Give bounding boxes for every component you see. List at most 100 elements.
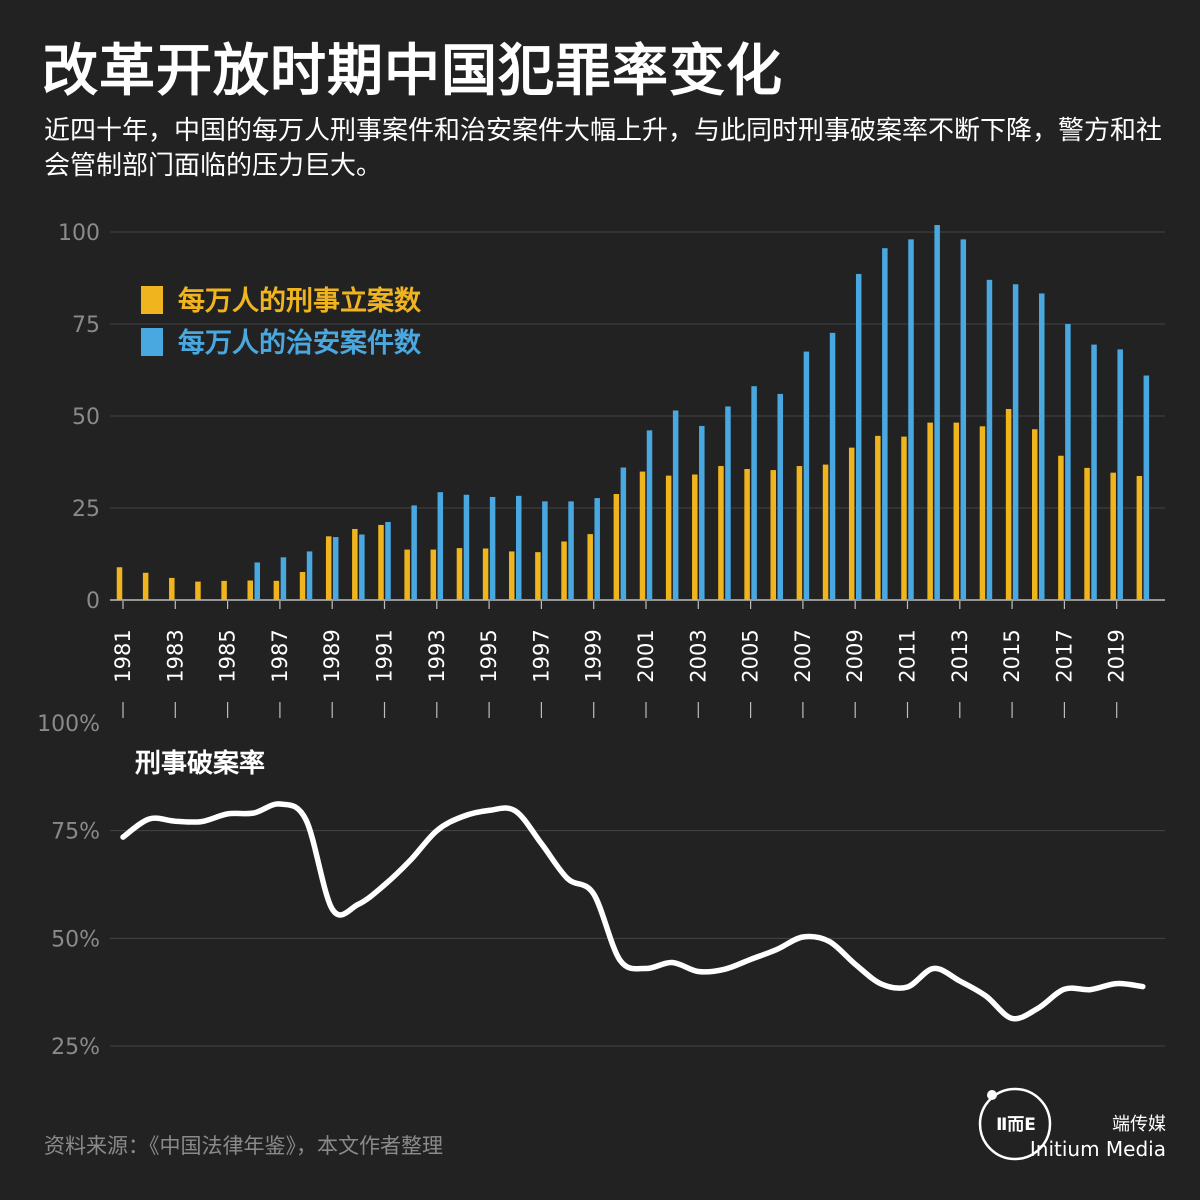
x-tick-label: 1981 xyxy=(111,629,135,682)
x-tick-label: 2005 xyxy=(739,629,763,682)
line-chart-title: 刑事破案率 xyxy=(135,748,265,779)
bar-criminal-2015 xyxy=(1005,409,1012,600)
page-subtitle: 近四十年，中国的每万人刑事案件和治安案件大幅上升，与此同时刑事破案率不断下降，警… xyxy=(44,116,1163,181)
x-tick-label: 1999 xyxy=(582,629,606,682)
bar-criminal-2004 xyxy=(718,466,724,600)
line-y-tick-label: 50% xyxy=(51,927,100,952)
x-tick-label: 1991 xyxy=(373,629,397,682)
x-tick-label: 1983 xyxy=(163,629,187,682)
bar-public-security-2019 xyxy=(1117,349,1123,600)
x-tick-label: 2019 xyxy=(1105,629,1129,682)
x-tick-label: 2011 xyxy=(896,629,920,682)
line-y-tick-label: 75% xyxy=(51,820,100,845)
bar-criminal-1997 xyxy=(535,552,541,600)
bar-chart-bars xyxy=(116,225,1150,601)
bar-public-security-2011 xyxy=(908,239,914,601)
bar-criminal-1992 xyxy=(404,549,410,600)
x-tick-label: 1987 xyxy=(268,629,292,682)
initium-logo-icon: Ⅱ而E xyxy=(978,1087,1052,1161)
bar-criminal-1989 xyxy=(325,536,332,600)
page-title: 改革开放时期中国犯罪率变化 xyxy=(42,39,783,104)
bar-public-security-2007 xyxy=(803,351,810,600)
bar-public-security-1995 xyxy=(489,496,496,600)
bar-criminal-2010 xyxy=(875,435,881,600)
bar-public-security-1993 xyxy=(437,492,444,600)
x-tick-label: 2001 xyxy=(634,629,658,682)
legend-label-public-security: 每万人的治安案件数 xyxy=(178,327,422,359)
bar-criminal-1984 xyxy=(195,581,201,600)
bar-criminal-2013 xyxy=(953,422,960,600)
x-axis-years: 1981 1983 1985 1987 1989 1991 1993 1995 1997 1999… xyxy=(111,601,1129,718)
legend-swatch-criminal xyxy=(141,286,163,314)
x-tick-label: 1995 xyxy=(477,629,501,682)
x-tick-label: 2009 xyxy=(843,629,867,682)
x-tick-label: 2007 xyxy=(791,629,815,682)
legend-swatch-public-security xyxy=(141,328,163,356)
bar-public-security-1991 xyxy=(385,521,391,600)
bar-criminal-1987 xyxy=(273,580,280,600)
bar-criminal-1994 xyxy=(456,548,463,600)
bar-criminal-1982 xyxy=(142,572,149,600)
bar-criminal-2003 xyxy=(692,474,698,600)
x-tick-label: 2003 xyxy=(686,629,710,682)
x-tick-label: 1989 xyxy=(320,629,344,682)
bar-criminal-2014 xyxy=(979,426,986,600)
x-tick-label: 1997 xyxy=(529,629,553,682)
initium-logo-mark: Ⅱ而E xyxy=(996,1115,1036,1135)
bar-criminal-2001 xyxy=(639,471,646,600)
bar-public-security-2010 xyxy=(882,248,888,600)
bar-public-security-1992 xyxy=(411,505,417,600)
bar-public-security-2002 xyxy=(672,410,679,600)
bar-public-security-2003 xyxy=(699,425,705,600)
bar-public-security-2020 xyxy=(1143,375,1150,600)
bar-criminal-1998 xyxy=(561,541,567,600)
bar-criminal-2017 xyxy=(1058,455,1064,600)
bar-public-security-2004 xyxy=(725,406,731,600)
bar-chart-legend: 每万人的刑事立案数 每万人的治安案件数 xyxy=(141,285,422,359)
bar-y-tick-label: 100 xyxy=(58,221,100,246)
bar-public-security-1997 xyxy=(542,501,548,600)
line-chart-grid xyxy=(110,830,1165,1047)
bar-criminal-1993 xyxy=(430,549,437,600)
bar-criminal-2000 xyxy=(613,494,620,600)
bar-y-tick-label: 75 xyxy=(72,313,100,338)
bar-criminal-2016 xyxy=(1032,429,1038,600)
bar-public-security-2014 xyxy=(986,279,993,600)
bar-public-security-2009 xyxy=(855,273,862,600)
bar-public-security-2001 xyxy=(646,430,653,600)
x-tick-label: 1985 xyxy=(216,629,240,682)
x-tick-label: 1993 xyxy=(425,629,449,682)
bar-public-security-1999 xyxy=(594,498,600,600)
bar-criminal-1981 xyxy=(116,567,123,600)
bar-public-security-2017 xyxy=(1065,324,1071,600)
bar-criminal-1991 xyxy=(378,524,384,600)
bar-public-security-2005 xyxy=(751,386,757,600)
bar-public-security-2006 xyxy=(777,393,783,600)
bar-criminal-2005 xyxy=(744,468,750,600)
bar-public-security-2008 xyxy=(829,332,836,600)
bar-public-security-2015 xyxy=(1012,284,1019,600)
bar-public-security-2013 xyxy=(960,239,967,601)
bar-public-security-1987 xyxy=(280,557,287,600)
line-y-tick-label: 25% xyxy=(51,1035,100,1060)
bar-criminal-1990 xyxy=(352,528,358,600)
bar-criminal-2019 xyxy=(1110,472,1116,600)
x-tick-label: 2013 xyxy=(948,629,972,682)
bar-public-security-1988 xyxy=(306,551,313,600)
x-tick-label: 2015 xyxy=(1000,629,1024,682)
bar-public-security-2016 xyxy=(1039,293,1045,600)
bar-criminal-1995 xyxy=(482,548,489,600)
bar-public-security-1996 xyxy=(516,495,522,600)
bar-criminal-2002 xyxy=(665,475,672,600)
line-chart-y-axis: 25% 50% 75% 100% xyxy=(37,712,100,1060)
bar-public-security-1986 xyxy=(254,562,260,600)
x-tick-label: 2017 xyxy=(1052,629,1076,682)
bar-chart-y-axis: 0 25 50 75 100 xyxy=(58,221,100,614)
line-y-tick-label: 100% xyxy=(37,712,100,737)
legend-label-criminal: 每万人的刑事立案数 xyxy=(178,285,422,317)
bar-criminal-2011 xyxy=(901,436,907,600)
bar-criminal-2006 xyxy=(770,470,776,600)
bar-y-tick-label: 25 xyxy=(72,497,100,522)
bar-criminal-2012 xyxy=(927,422,933,600)
